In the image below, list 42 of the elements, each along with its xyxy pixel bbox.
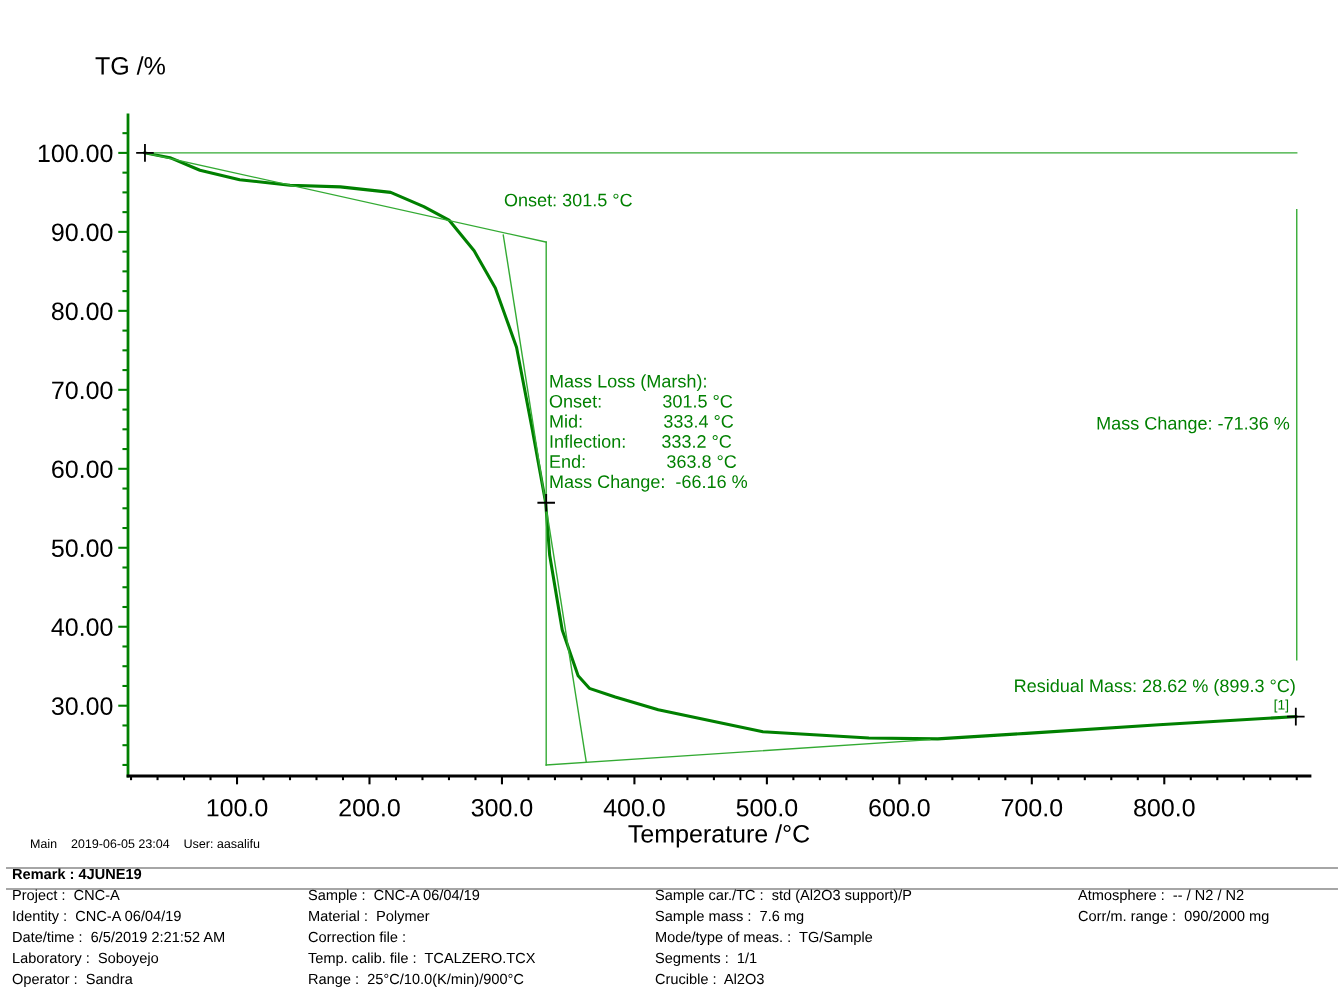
x-tick-label: 400.0 xyxy=(603,798,665,817)
annotation: Mass Loss (Marsh): Onset: 301.5 °C Mid: 333.4 °C Inflection: 333.2 °C End: 363.8 °C Mass Change: -66.16 % xyxy=(549,374,748,492)
x-tick-label: 300.0 xyxy=(471,798,533,817)
y-tick-label: 80.00 xyxy=(51,302,113,321)
x-tick-label: 500.0 xyxy=(736,798,798,817)
text: Project : CNC-A xyxy=(13,889,120,904)
text: Segments : 1/1 xyxy=(655,952,757,967)
y-tick-label: 60.00 xyxy=(52,460,113,479)
text: Crucible : Al2O3 xyxy=(655,973,764,985)
x-tick-label: 600.0 xyxy=(869,798,930,817)
text: Correction file : xyxy=(308,931,405,943)
text: Operator : Sandra xyxy=(12,973,133,988)
x-axis-title: Temperature /°C xyxy=(628,824,810,848)
text: Sample : CNC-A 06/04/19 xyxy=(308,889,480,904)
y-tick-label: 50.00 xyxy=(51,539,113,558)
x-tick-label: 800.0 xyxy=(1134,798,1195,817)
y-axis-title: TG /% xyxy=(95,56,165,75)
annotation: Residual Mass: 28.62 % (899.3 °C) xyxy=(1015,678,1295,696)
y-tick-label: 40.00 xyxy=(51,618,113,637)
text: Temp. calib. file : TCALZERO.TCX xyxy=(308,952,536,967)
text: Corr/m. range : 090/2000 mg xyxy=(1078,910,1269,925)
y-tick-label: 90.00 xyxy=(52,223,113,242)
y-tick-label: 100.00 xyxy=(38,144,113,163)
y-tick-label: 30.00 xyxy=(51,697,113,716)
x-tick-label: 100.0 xyxy=(207,798,268,817)
text: Sample car./TC : std (Al2O3 support)/P xyxy=(655,889,912,904)
text: Remark : 4JUNE19 xyxy=(12,868,142,880)
annotation: Onset: 301.5 °C xyxy=(504,193,632,207)
text: Laboratory : Soboyejo xyxy=(13,952,159,967)
text: Sample mass : 7.6 mg xyxy=(655,910,804,925)
y-tick-label: 70.00 xyxy=(52,381,113,400)
text: Main 2019-06-05 23:04 User: aasalifu xyxy=(31,838,260,849)
x-tick-label: 200.0 xyxy=(339,798,400,817)
text: Atmosphere : -- / N2 / N2 xyxy=(1078,889,1244,904)
text: Mode/type of meas. : TG/Sample xyxy=(656,931,873,946)
text: Date/time : 6/5/2019 2:21:52 AM xyxy=(13,931,225,943)
x-tick-label: 700.0 xyxy=(1001,798,1063,817)
text: Material : Polymer xyxy=(309,910,430,925)
annotation: Mass Change: -71.36 % xyxy=(1097,416,1290,434)
annotation: [1] xyxy=(1274,699,1289,713)
text: Identity : CNC-A 06/04/19 xyxy=(13,910,181,925)
text: Range : 25°C/10.0(K/min)/900°C xyxy=(309,973,524,988)
